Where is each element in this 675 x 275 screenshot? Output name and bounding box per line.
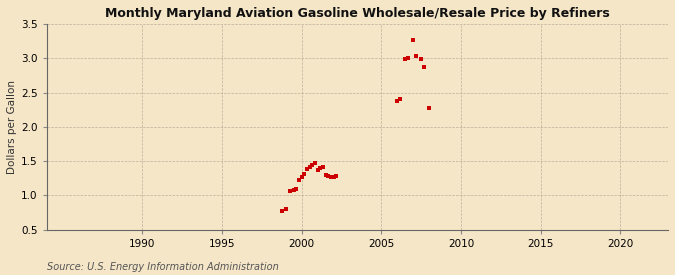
Point — [304, 164, 315, 169]
Point — [288, 188, 299, 192]
Point — [307, 162, 318, 167]
Point — [424, 105, 435, 110]
Point — [392, 99, 402, 104]
Point — [296, 175, 307, 179]
Point — [400, 57, 410, 61]
Point — [315, 166, 326, 170]
Title: Monthly Maryland Aviation Gasoline Wholesale/Resale Price by Refiners: Monthly Maryland Aviation Gasoline Whole… — [105, 7, 610, 20]
Point — [395, 97, 406, 101]
Point — [284, 188, 295, 193]
Point — [325, 175, 336, 179]
Point — [418, 65, 429, 69]
Point — [331, 174, 342, 178]
Point — [317, 164, 328, 169]
Point — [276, 208, 287, 213]
Point — [302, 167, 313, 172]
Point — [408, 37, 418, 42]
Y-axis label: Dollars per Gallon: Dollars per Gallon — [7, 80, 17, 174]
Point — [410, 54, 421, 58]
Point — [416, 57, 427, 61]
Point — [299, 171, 310, 176]
Text: Source: U.S. Energy Information Administration: Source: U.S. Energy Information Administ… — [47, 262, 279, 272]
Point — [294, 178, 304, 183]
Point — [328, 175, 339, 179]
Point — [309, 160, 320, 165]
Point — [402, 55, 413, 60]
Point — [291, 186, 302, 191]
Point — [280, 207, 291, 211]
Point — [312, 168, 323, 172]
Point — [323, 174, 333, 178]
Point — [320, 173, 331, 177]
